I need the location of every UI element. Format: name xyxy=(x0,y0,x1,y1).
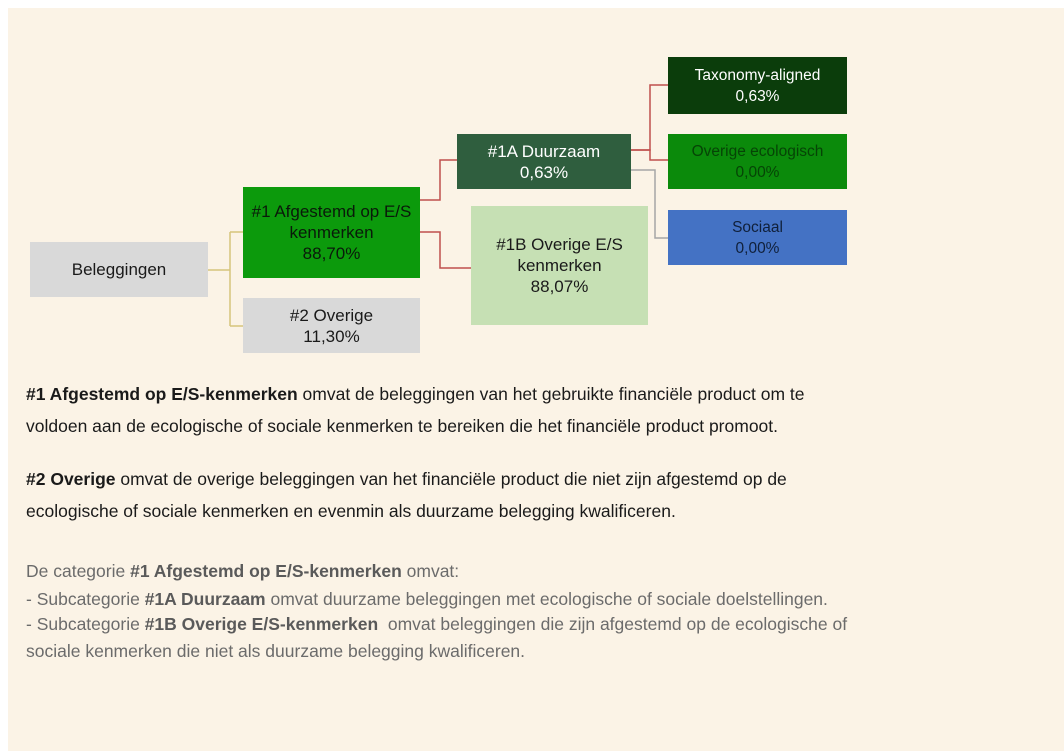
node-label: #1B Overige E/S kenmerken xyxy=(496,235,623,275)
panel xyxy=(8,8,1064,751)
node-label: Taxonomy-aligned xyxy=(694,66,821,84)
text: omvat duurzame beleggingen met ecologisc… xyxy=(265,589,828,609)
node-value: 88,07% xyxy=(530,277,589,296)
node: Overige ecologisch 0,00% xyxy=(668,134,847,189)
node: #1 Afgestemd op E/S kenmerken 88,70% xyxy=(243,187,420,278)
text: omvat de overige beleggingen van het fin… xyxy=(115,469,787,489)
node-value: 11,30% xyxy=(303,326,360,346)
node-label: #1A Duurzaam xyxy=(487,141,601,161)
text: - Subcategorie xyxy=(26,589,145,609)
node: #1B Overige E/S kenmerken 88,07% xyxy=(471,206,648,325)
text-line: ecologische of sociale kenmerken en even… xyxy=(26,501,676,522)
text-line: - Subcategorie #1A Duurzaam omvat duurza… xyxy=(26,589,828,610)
bold-text: #1A Duurzaam xyxy=(144,589,266,609)
text-line: #1 Afgestemd op E/S-kenmerken omvat de b… xyxy=(26,384,805,405)
bold-text: #2 Overige xyxy=(26,469,116,489)
text: omvat: xyxy=(401,561,460,581)
node-value: 0,63% xyxy=(735,87,780,105)
node-label: #2 Overige xyxy=(289,305,374,325)
node-label: Beleggingen xyxy=(71,260,167,279)
node-label: Overige ecologisch xyxy=(691,142,824,160)
node: Sociaal 0,00% xyxy=(668,210,847,265)
text: voldoen aan de ecologische of sociale ke… xyxy=(26,416,779,436)
connector xyxy=(631,84,668,151)
node-value: 0,63% xyxy=(519,162,569,182)
node-value: 0,00% xyxy=(735,163,780,181)
connector xyxy=(420,159,457,201)
node-label: Sociaal xyxy=(732,218,783,236)
bold-text: #1B Overige E/S-kenmerken xyxy=(144,614,379,634)
node: #1A Duurzaam 0,63% xyxy=(457,134,631,189)
text: omvat beleggingen die zijn afgestemd op … xyxy=(378,614,848,634)
node-value: 88,70% xyxy=(302,244,361,263)
node-label: #1 Afgestemd op E/S kenmerken xyxy=(251,202,412,242)
text: De categorie xyxy=(26,561,131,581)
connector xyxy=(631,169,668,239)
text-line: De categorie #1 Afgestemd op E/S-kenmerk… xyxy=(26,561,459,582)
text-line: voldoen aan de ecologische of sociale ke… xyxy=(26,416,778,437)
text-line: sociale kenmerken die niet als duurzame … xyxy=(26,641,525,662)
node: Beleggingen xyxy=(30,242,208,297)
node: #2 Overige 11,30% xyxy=(243,298,420,353)
node: Taxonomy-aligned 0,63% xyxy=(668,57,847,114)
text: ecologische of sociale kenmerken en even… xyxy=(26,501,676,521)
text: - Subcategorie xyxy=(26,614,145,634)
text-line: - Subcategorie #1B Overige E/S-kenmerken… xyxy=(26,614,847,635)
text-line: #2 Overige omvat de overige beleggingen … xyxy=(26,469,787,490)
text: omvat de beleggingen van het gebruikte f… xyxy=(297,384,805,404)
bold-text: #1 Afgestemd op E/S-kenmerken xyxy=(130,561,402,581)
text: sociale kenmerken die niet als duurzame … xyxy=(26,641,526,661)
connector xyxy=(420,231,471,269)
connector xyxy=(208,231,243,327)
connector xyxy=(631,149,668,161)
bold-text: #1 Afgestemd op E/S-kenmerken xyxy=(26,384,298,404)
node-value: 0,00% xyxy=(735,239,780,257)
